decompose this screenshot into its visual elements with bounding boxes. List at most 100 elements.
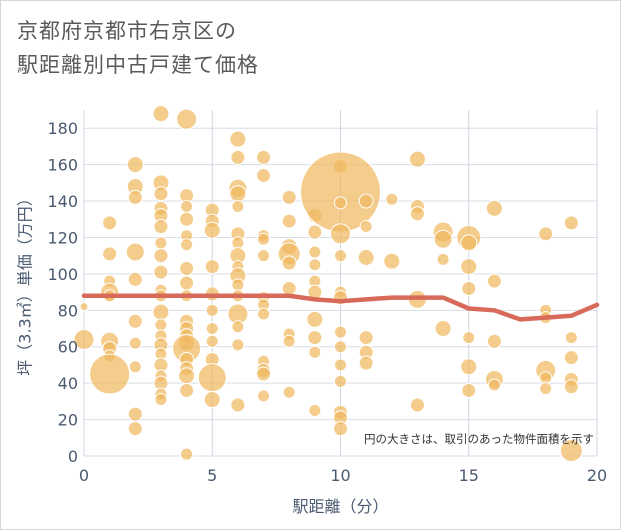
bubble-point <box>564 331 578 345</box>
bubble-point <box>539 382 553 396</box>
bubble-point <box>153 248 169 264</box>
x-axis-title: 駅距離（分） <box>292 497 388 516</box>
x-tick-label: 15 <box>459 466 479 485</box>
bubble-point <box>197 363 227 393</box>
bubble-point <box>127 271 143 287</box>
bubble-point <box>79 302 89 312</box>
bubble-point <box>334 325 347 339</box>
chart-title-line-1: 京都府京都市右京区の <box>17 19 237 43</box>
bubble-point <box>307 224 323 240</box>
bubble-point <box>153 186 169 202</box>
bubble-point <box>538 226 554 242</box>
bubble-point <box>152 303 170 321</box>
bubble-point <box>257 249 271 263</box>
bubble-point <box>486 333 502 349</box>
y-tick-label: 40 <box>58 374 78 393</box>
y-axis-title: 坪（3.3㎡）単価（万円） <box>16 190 35 375</box>
bubble-point <box>433 229 453 249</box>
bubble-point <box>153 264 169 280</box>
bubble-point <box>559 439 583 463</box>
bubble-point <box>230 397 246 413</box>
bubble-point <box>203 391 221 409</box>
bubble-point <box>281 189 297 205</box>
chart-title-line-2: 駅距離別中古戸建て価格 <box>17 53 259 77</box>
bubble-point <box>257 389 271 403</box>
bubble-point <box>125 242 145 262</box>
bubble-point <box>281 213 297 229</box>
bubble-point <box>180 447 194 461</box>
bubble-point <box>308 345 322 359</box>
bubble-point <box>334 340 347 354</box>
bubble-point <box>179 260 195 276</box>
bubble-point <box>180 238 194 252</box>
bubble-point <box>358 355 374 371</box>
bubble-size-note: 円の大きさは、取引のあった物件面積を示す <box>364 432 594 446</box>
bubble-point <box>486 273 502 289</box>
bubble-point <box>73 328 95 350</box>
bubble-point <box>334 249 347 263</box>
y-tick-label: 60 <box>58 338 78 357</box>
chart-title: 京都府京都市右京区の 駅距離別中古戸建て価格 <box>17 14 259 82</box>
bubble-point <box>460 258 478 276</box>
bubble-point <box>102 215 118 231</box>
trend-line-group <box>81 293 600 322</box>
bubble-point <box>308 258 322 272</box>
bubble-point <box>179 275 195 291</box>
bubble-point <box>178 367 196 385</box>
y-tick-label: 120 <box>47 228 78 247</box>
bubble-point <box>204 259 220 275</box>
bubble-point <box>359 220 373 234</box>
bubble-point <box>563 350 579 366</box>
bubble-point <box>128 360 142 374</box>
bubble-point <box>229 130 247 148</box>
bubble-point <box>152 105 170 123</box>
bubble-point <box>330 223 351 245</box>
bubble-point <box>282 385 296 399</box>
bubble-point <box>205 303 219 317</box>
bubble-point <box>461 382 477 398</box>
bubble-point <box>357 249 375 267</box>
y-tick-label: 100 <box>47 265 78 284</box>
bubble-point <box>126 156 144 174</box>
bubble-point <box>256 149 272 165</box>
bubble-point <box>385 192 399 206</box>
bubble-point <box>231 338 245 352</box>
bubble-point <box>461 280 477 296</box>
bubble-point <box>460 358 478 376</box>
bubble-point <box>334 374 347 388</box>
bubble-point <box>180 200 194 214</box>
bubble-point <box>434 320 452 338</box>
bubble-point <box>89 353 131 395</box>
bubble-point <box>127 189 143 205</box>
y-tick-label: 140 <box>47 192 78 211</box>
bubble-point <box>257 232 271 246</box>
bubble-point <box>229 185 247 203</box>
bubble-point <box>300 151 381 233</box>
bubble-point <box>539 371 553 385</box>
x-tick-labels: 0 5 10 15 20 <box>79 466 607 485</box>
y-tick-label: 0 <box>68 447 78 466</box>
bubble-point <box>154 318 168 332</box>
bubble-point <box>436 252 450 266</box>
bubble-point <box>409 397 425 413</box>
bubble-point <box>462 331 476 345</box>
bubble-point <box>256 366 272 382</box>
bubble-point <box>179 382 195 398</box>
y-tick-label: 160 <box>47 156 78 175</box>
bubble-point <box>358 330 374 346</box>
bubble-point <box>153 219 169 235</box>
bubble-point <box>308 403 322 417</box>
bubble-point <box>334 196 347 210</box>
bubble-point <box>334 358 347 372</box>
y-tick-label: 80 <box>58 301 78 320</box>
bubble-point <box>460 234 478 252</box>
bubble-point <box>205 334 219 348</box>
bubble-point <box>281 255 297 271</box>
bubble-point <box>128 336 142 350</box>
bubble-point <box>487 378 501 392</box>
x-tick-label: 10 <box>330 466 350 485</box>
bubble-point <box>307 330 323 346</box>
bubble-point <box>231 200 245 214</box>
bubble-point <box>563 379 579 395</box>
